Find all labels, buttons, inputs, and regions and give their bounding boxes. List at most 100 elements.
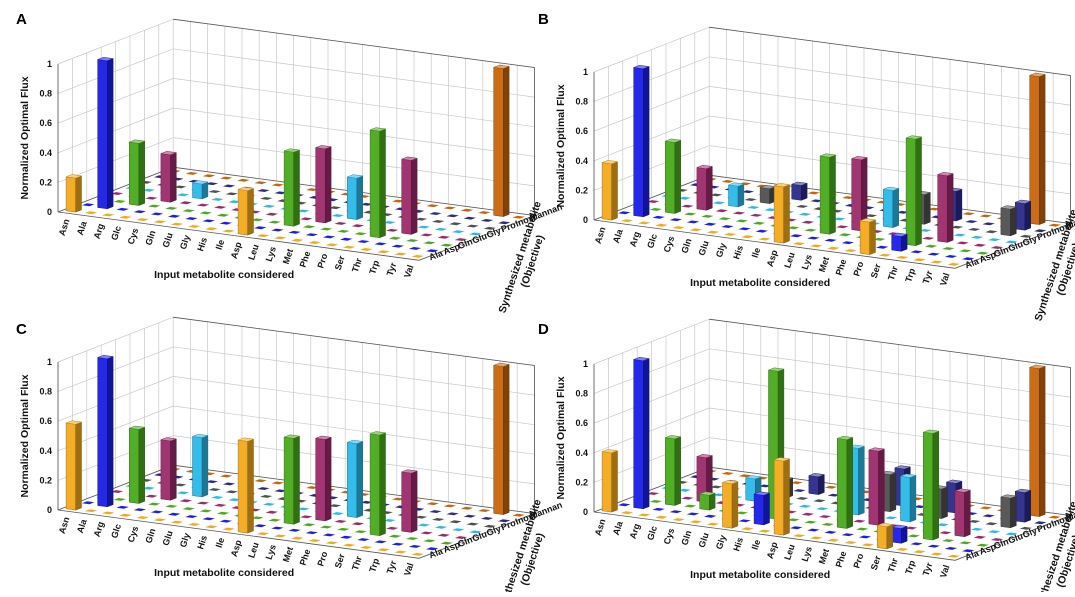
zero-marker (116, 207, 129, 211)
zero-marker (288, 528, 301, 532)
zero-marker (328, 504, 342, 508)
zero-marker (429, 212, 442, 215)
back-frame (709, 318, 1071, 516)
zero-marker (133, 508, 146, 512)
zero-marker (816, 507, 829, 511)
zero-marker (962, 212, 975, 216)
zero-marker (844, 541, 857, 544)
x-tick-label: Met (817, 548, 831, 566)
zero-marker (684, 212, 697, 216)
zero-marker (764, 208, 777, 212)
zero-marker (861, 543, 874, 547)
bar-ala-asp (97, 57, 114, 210)
zero-marker (973, 535, 986, 539)
zero-marker (354, 232, 367, 236)
zero-marker (959, 249, 972, 253)
zero-marker (168, 214, 181, 218)
bar-asp-ala (773, 183, 791, 244)
zero-marker (211, 198, 224, 201)
zero-marker (919, 229, 932, 232)
zero-marker (988, 530, 1001, 534)
y-tick-label: 1 (583, 359, 588, 369)
x-tick-label: Ala (75, 517, 89, 534)
gridline (57, 316, 535, 366)
y-tick-label: 0 (47, 207, 52, 217)
zero-marker (618, 503, 631, 507)
y-tick-label: 0.2 (575, 477, 588, 487)
zero-marker (208, 488, 221, 491)
zero-marker (220, 474, 233, 478)
zero-marker (460, 208, 474, 212)
zero-marker (432, 220, 445, 223)
y-axis-title: Normalized Optimal Flux (555, 376, 567, 499)
zero-marker (469, 530, 482, 534)
x-tick-label: Glc (645, 233, 659, 250)
x-tick-label: Ser (869, 262, 883, 279)
bar-tyr-mannan (493, 362, 510, 515)
zero-marker (732, 211, 746, 215)
zero-marker (360, 500, 373, 504)
zero-marker (947, 262, 960, 266)
gridline (593, 378, 1071, 428)
x-tick-label: Ser (333, 254, 347, 271)
bar-asn-ala (601, 160, 619, 221)
x-tick-label: Ala (611, 227, 625, 244)
y-tick-label: 0.4 (575, 156, 588, 166)
zero-marker (792, 534, 806, 538)
zero-marker (735, 219, 748, 223)
zero-marker (426, 502, 439, 506)
bar-ser-gln (369, 431, 387, 537)
bar-lys-gln (837, 435, 853, 529)
zero-marker (678, 488, 691, 492)
zero-marker (179, 201, 192, 205)
bar-arg-gln (665, 435, 681, 506)
zero-marker (408, 545, 422, 548)
zero-marker (796, 205, 809, 208)
zero-marker (655, 223, 668, 227)
z-tick-label: Gly (485, 225, 502, 240)
x-tick-label: Phe (298, 250, 313, 269)
zero-marker (434, 525, 448, 529)
zero-marker (443, 504, 456, 508)
bar-glu-inost (791, 181, 808, 201)
x-tick-label: Glc (109, 523, 123, 540)
zero-marker (804, 228, 817, 232)
zero-marker (222, 229, 235, 233)
zero-marker (990, 538, 1004, 541)
zero-marker (113, 498, 126, 501)
x-tick-label: Gly (714, 534, 728, 551)
zero-marker (939, 531, 952, 535)
zero-marker (334, 520, 347, 523)
x-tick-label: Gly (178, 234, 192, 251)
x-tick-label: Phe (834, 550, 849, 569)
zero-marker (844, 249, 857, 252)
x-tick-label: Asp (765, 248, 780, 268)
zero-marker (302, 225, 316, 229)
zero-marker (383, 221, 396, 224)
zero-marker (291, 238, 304, 242)
zero-marker (804, 520, 817, 524)
bar-leu-gln (819, 153, 837, 235)
zero-marker (82, 501, 95, 505)
zero-marker (388, 236, 402, 240)
y-tick-label: 0.6 (39, 416, 52, 426)
zero-marker (420, 531, 433, 535)
zero-marker (440, 541, 453, 545)
zero-marker (953, 233, 966, 237)
y-tick-label: 0.8 (39, 387, 52, 397)
x-tick-label: Glc (109, 225, 123, 242)
zero-marker (300, 515, 313, 519)
zero-marker (196, 501, 210, 505)
zero-marker (979, 506, 992, 510)
zero-marker (392, 497, 405, 501)
zero-marker (896, 548, 909, 551)
x-tick-label: Leu (246, 243, 260, 261)
zero-marker (968, 228, 981, 231)
zero-marker (110, 490, 124, 493)
x-tick-label: Met (281, 248, 295, 266)
zero-marker (386, 526, 399, 530)
zero-marker (842, 196, 855, 199)
y-tick-label: 0.4 (39, 148, 52, 158)
zero-marker (638, 221, 651, 225)
zero-marker (165, 504, 178, 508)
